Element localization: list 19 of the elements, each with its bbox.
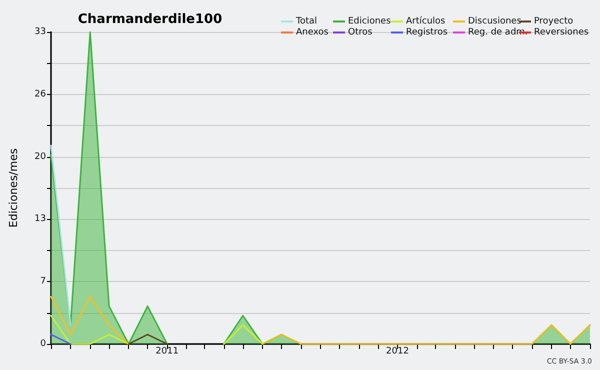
- x-tick-label: 2011: [156, 346, 179, 356]
- y-axis-title: Ediciones/mes: [7, 148, 20, 228]
- y-tick-label: 26: [34, 89, 46, 100]
- legend-label: Total: [295, 16, 318, 26]
- legend-label: Reversiones: [534, 28, 589, 38]
- chart-title: Charmanderdile100: [78, 12, 222, 27]
- y-tick-label: 0: [40, 339, 46, 349]
- legend-label: Proyecto: [534, 16, 574, 26]
- y-tick-label: 13: [34, 214, 46, 224]
- y-tick-label: 7: [40, 276, 46, 287]
- y-tick-label: 33: [34, 27, 46, 37]
- y-tick-label: 20: [34, 152, 46, 162]
- legend-label: Ediciones: [348, 16, 392, 26]
- legend-label: Artículos: [406, 16, 446, 26]
- legend-label: Registros: [406, 28, 448, 38]
- legend-label: Discusiones: [468, 16, 522, 26]
- legend-label: Anexos: [296, 28, 329, 38]
- legend-label: Otros: [348, 28, 373, 38]
- x-tick-label: 2012: [386, 346, 409, 356]
